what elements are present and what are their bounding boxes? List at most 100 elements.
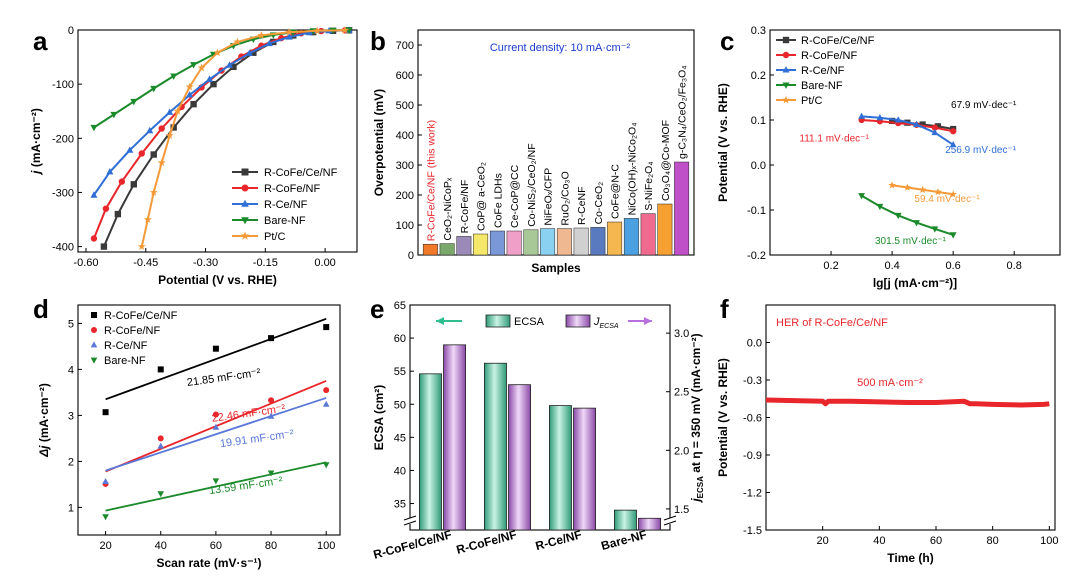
- panel-c-series-4-point: [903, 183, 912, 191]
- panel-a-xtick-label: -0.60: [73, 257, 98, 269]
- panel-b-bar: [506, 230, 522, 256]
- panel-c-legend-label: R-CoFe/NF: [801, 50, 858, 62]
- panel-a-series-3-point: [150, 85, 158, 93]
- panel-a-series-4-point: [257, 31, 266, 39]
- panel-e-plot-frame: [409, 304, 671, 531]
- panel-a-xtick-label: -0.30: [193, 257, 218, 269]
- panel-c-legend-marker: [782, 51, 790, 59]
- panel-b-bar: [489, 230, 505, 256]
- panel-e-category-label: R-CoFe/Ce/NF: [372, 527, 454, 561]
- panel-c-series-4-point: [934, 188, 942, 196]
- panel-d-xtick-label: 80: [265, 540, 277, 552]
- panel-letter-e: e: [370, 294, 384, 324]
- panel-a-legend-label: R-CoFe/NF: [264, 183, 321, 195]
- panel-a-xtick-label: -0.45: [133, 257, 158, 269]
- panel-c-series-3-point: [894, 212, 902, 220]
- panel-f-annotation: 500 mA·cm⁻²: [857, 377, 923, 389]
- panel-d-capacitance-label: 19.91 mF·cm⁻²: [219, 428, 295, 450]
- panel-c-series-2-point: [858, 112, 865, 119]
- panel-d-series-0-point: [157, 366, 164, 373]
- panel-f-ytick-label: -0.3: [743, 375, 762, 387]
- panel-b-annotation: Current density: 10 mA·cm⁻²: [490, 42, 631, 54]
- panel-d-series-0-point: [268, 335, 275, 342]
- panel-c-ytick-label: 0.0: [751, 160, 766, 172]
- panel-b-bar: [422, 243, 438, 256]
- panel-a-series-2-point: [90, 191, 98, 198]
- panel-a-series-1-point: [158, 125, 165, 132]
- panel-a-legend-label: Bare-NF: [264, 215, 306, 227]
- panel-c-series-3-point: [858, 193, 865, 200]
- panel-b-bar-label: CeO₂-NiCoPₓ: [442, 177, 454, 241]
- panel-a-series-4-point: [143, 215, 152, 223]
- panel-a-ylabel: j (mA·cm⁻²): [29, 108, 43, 176]
- panel-f-series-line: [765, 397, 1050, 408]
- panel-d-legend-marker: [91, 312, 97, 318]
- panel-c-series-line-3: [861, 194, 954, 236]
- panel-a-series-0-point: [230, 63, 237, 71]
- panel-a-ytick-label: 0: [68, 25, 74, 37]
- panel-a-series-2-point: [265, 39, 273, 47]
- panel-d-ytick-label: 3: [68, 410, 74, 422]
- panel-b-ylabel: Overpotential (mV): [372, 89, 386, 196]
- panel-e-y2tick-label: 1.5: [674, 504, 689, 516]
- panel-a-ylabel-unit: (mA·cm⁻²): [29, 108, 43, 170]
- panel-b-bar: [473, 233, 489, 256]
- panel-d-ylabel-unit: (mA·cm⁻²): [37, 383, 51, 445]
- panel-d-ytick-label: 5: [68, 318, 74, 330]
- panel-a-series-4-point: [173, 107, 182, 115]
- panel-d-legend-marker: [91, 327, 97, 333]
- panel-b-plot-frame: [417, 29, 695, 256]
- panel-e-bar-jecsa: [638, 517, 662, 531]
- panel-c-series-4-point: [949, 190, 957, 198]
- panel-a-series-3-point: [170, 73, 178, 80]
- panel-d-series-3-point: [157, 491, 165, 498]
- panel-a-series-2-point: [186, 91, 194, 98]
- panel-a-series-3-point: [130, 98, 138, 106]
- panel-a-series-0-point: [190, 100, 197, 108]
- panel-d-series-2-point: [322, 400, 330, 407]
- panel-letter-f: f: [720, 294, 729, 324]
- panel-a-plot-frame: [77, 29, 358, 253]
- panel-c-xlabel: lg[j (mA·cm⁻²)]: [873, 276, 957, 290]
- panel-d-series-3-point: [212, 478, 220, 485]
- panel-e-y2label-rest: at η = 350 mV (mA·cm⁻²): [689, 333, 703, 476]
- panel-c-series-2-point: [894, 116, 902, 123]
- panel-d-series-0-point: [323, 324, 330, 331]
- panel-b-bar-label: R-CoFe/NF: [459, 180, 471, 234]
- panel-b-bar-label: NiFeOₓ/CFP: [543, 168, 555, 226]
- panel-e-bar-jecsa: [443, 344, 467, 531]
- panel-a-polarization-chart: -0.60 -0.45 -0.30 -0.15 0.00 -400 -300 -200 -100…: [29, 25, 358, 287]
- panel-a-ytick-label: -200: [52, 133, 74, 145]
- panel-c-xtick-label: 0.6: [946, 260, 961, 272]
- panel-e-y2label-sub: ECSA: [696, 476, 705, 498]
- panel-e-legend-arrowhead-right: [644, 317, 652, 325]
- panel-c-ytick-label: 0.1: [751, 115, 766, 127]
- panel-f-ylabel: Potential (V vs. RHE): [716, 358, 730, 477]
- panel-d-xtick-label: 40: [155, 540, 167, 552]
- panel-c-series-2-point: [913, 120, 920, 127]
- panel-e-legend-label-jecsa-main: J: [593, 316, 600, 328]
- panel-b-bar: [657, 203, 673, 256]
- panel-b-bar-label: CoFe LDHs: [492, 173, 504, 228]
- panel-d-ylabel-main: Δj: [37, 445, 51, 458]
- panel-b-bar: [623, 218, 639, 256]
- panel-a-legend-marker: [240, 231, 250, 240]
- panel-c-slope-label: 67.9 mV·dec⁻¹: [951, 100, 1017, 111]
- panel-e-y2tick-label: 2.0: [674, 445, 689, 457]
- panel-d-series-1-point: [268, 397, 275, 404]
- panel-a-series-0-point: [170, 124, 177, 131]
- panel-e-ytick-label: 40: [394, 465, 406, 477]
- panel-letter-b: b: [370, 26, 386, 56]
- panel-c-ytick-label: -0.1: [747, 205, 766, 217]
- panel-d-capacitance-chart: 20 40 60 80 100 1 2 3 4 5 Scan rate (mV·s⁻¹) Δj (mA…: [37, 304, 341, 570]
- panel-f-xtick-label: 60: [930, 535, 942, 547]
- panel-e-bar-ecsa: [483, 362, 507, 531]
- panel-d-series-2-point: [157, 442, 165, 449]
- panel-e-category-label: R-Ce/NF: [534, 527, 583, 553]
- panel-a-legend-label: R-Ce/NF: [264, 199, 308, 211]
- panel-c-series-1-point: [950, 128, 957, 135]
- panel-c-slope-label: 301.5 mV·dec⁻¹: [875, 236, 947, 247]
- panel-e-ytick-label: 45: [394, 432, 406, 444]
- panel-d-fit-line-0: [105, 317, 327, 401]
